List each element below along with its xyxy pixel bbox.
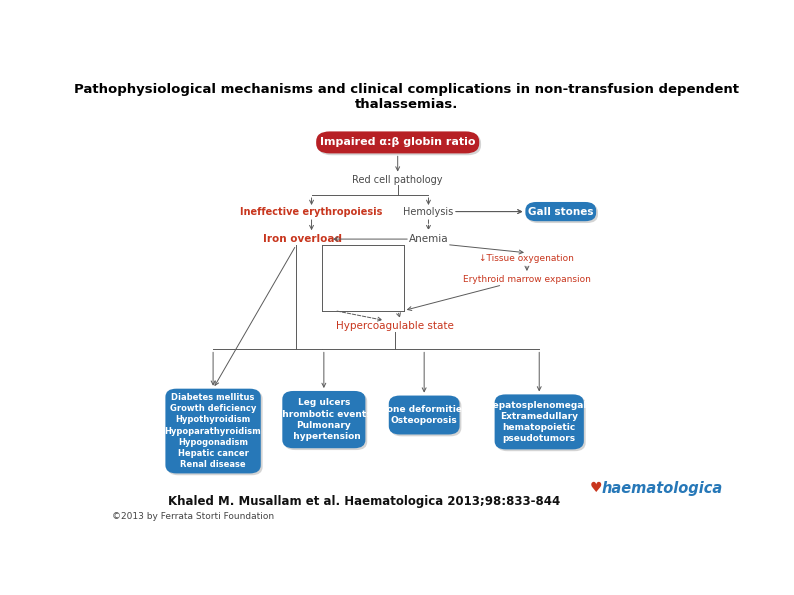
Text: Bone deformities
Osteoporosis: Bone deformities Osteoporosis (380, 405, 468, 425)
FancyBboxPatch shape (168, 390, 263, 475)
FancyBboxPatch shape (283, 391, 365, 448)
Text: Hemolysis: Hemolysis (403, 206, 453, 217)
Text: Hypercoagulable state: Hypercoagulable state (336, 321, 453, 331)
FancyBboxPatch shape (165, 389, 260, 474)
Text: ↓Tissue oxygenation: ↓Tissue oxygenation (480, 254, 574, 263)
FancyBboxPatch shape (495, 394, 584, 449)
FancyBboxPatch shape (496, 396, 586, 451)
FancyBboxPatch shape (389, 396, 460, 434)
Text: Gall stones: Gall stones (528, 206, 593, 217)
Text: ♥: ♥ (590, 481, 603, 495)
Text: Iron overload: Iron overload (263, 234, 341, 244)
Text: Ineffective erythropoiesis: Ineffective erythropoiesis (241, 206, 383, 217)
FancyBboxPatch shape (318, 133, 481, 155)
Text: Khaled M. Musallam et al. Haematologica 2013;98:833-844: Khaled M. Musallam et al. Haematologica … (168, 494, 560, 508)
Text: Diabetes mellitus
Growth deficiency
Hypothyroidism
Hypoparathyroidism
Hypogonadi: Diabetes mellitus Growth deficiency Hypo… (164, 393, 261, 469)
FancyBboxPatch shape (527, 204, 598, 223)
Text: Hepatosplenomegaly
Extramedullary
hematopoietic
pseudotumors: Hepatosplenomegaly Extramedullary hemato… (486, 401, 593, 443)
Text: haematologica: haematologica (601, 481, 723, 496)
Text: Pathophysiological mechanisms and clinical complications in non-transfusion depe: Pathophysiological mechanisms and clinic… (75, 83, 739, 111)
Text: Erythroid marrow expansion: Erythroid marrow expansion (463, 275, 591, 284)
FancyBboxPatch shape (284, 393, 368, 450)
FancyBboxPatch shape (316, 131, 480, 154)
Text: ©2013 by Ferrata Storti Foundation: ©2013 by Ferrata Storti Foundation (111, 512, 274, 521)
FancyBboxPatch shape (391, 397, 461, 436)
Text: Leg ulcers
Thrombotic events
Pulmonary
  hypertension: Leg ulcers Thrombotic events Pulmonary h… (276, 399, 372, 441)
Text: Anemia: Anemia (409, 234, 449, 244)
Text: Impaired α:β globin ratio: Impaired α:β globin ratio (320, 137, 476, 148)
FancyBboxPatch shape (526, 202, 596, 221)
Text: Red cell pathology: Red cell pathology (353, 176, 443, 186)
